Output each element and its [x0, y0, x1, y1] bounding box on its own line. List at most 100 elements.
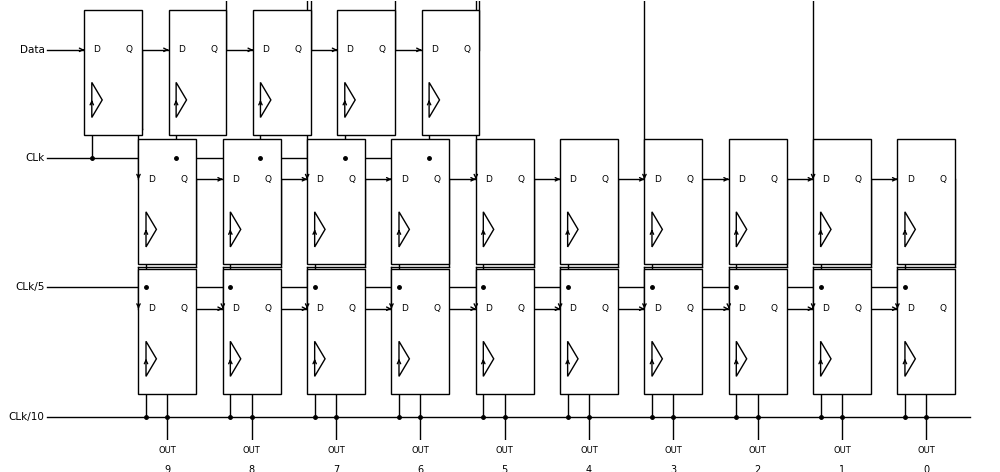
Text: D: D — [907, 175, 914, 184]
Text: D: D — [401, 175, 408, 184]
Text: Q: Q — [349, 175, 356, 184]
Text: Q: Q — [517, 304, 524, 313]
Text: Q: Q — [855, 175, 862, 184]
Text: D: D — [654, 304, 661, 313]
Text: Data: Data — [20, 45, 45, 55]
Text: D: D — [94, 45, 100, 54]
Text: D: D — [485, 304, 492, 313]
Polygon shape — [260, 83, 271, 118]
Bar — [560, 139, 618, 264]
Bar — [729, 269, 787, 394]
Text: Q: Q — [433, 304, 440, 313]
Polygon shape — [568, 212, 578, 247]
Polygon shape — [399, 341, 409, 376]
Text: OUT: OUT — [327, 446, 345, 455]
Polygon shape — [568, 341, 578, 376]
Text: D: D — [431, 45, 438, 54]
Text: D: D — [262, 45, 269, 54]
Text: Q: Q — [855, 304, 862, 313]
Polygon shape — [736, 341, 747, 376]
Bar — [307, 269, 365, 394]
Text: Q: Q — [686, 304, 693, 313]
Text: Q: Q — [433, 175, 440, 184]
Polygon shape — [429, 83, 440, 118]
Bar — [391, 139, 449, 264]
Text: 0: 0 — [923, 465, 929, 472]
Text: OUT: OUT — [159, 446, 176, 455]
Text: Q: Q — [180, 304, 187, 313]
Polygon shape — [821, 212, 831, 247]
Text: OUT: OUT — [833, 446, 851, 455]
Text: Q: Q — [939, 175, 946, 184]
Text: Q: Q — [463, 45, 470, 54]
Text: OUT: OUT — [580, 446, 598, 455]
Bar — [138, 139, 196, 264]
Text: D: D — [316, 175, 323, 184]
Bar — [813, 269, 871, 394]
Polygon shape — [483, 341, 494, 376]
Text: Q: Q — [126, 45, 133, 54]
Text: Q: Q — [379, 45, 386, 54]
Text: D: D — [569, 304, 576, 313]
Text: Q: Q — [295, 45, 302, 54]
Bar — [84, 10, 142, 135]
Text: Q: Q — [264, 304, 271, 313]
Text: Q: Q — [770, 304, 777, 313]
Polygon shape — [483, 212, 494, 247]
Text: D: D — [347, 45, 353, 54]
Text: Q: Q — [770, 175, 777, 184]
Polygon shape — [821, 341, 831, 376]
Polygon shape — [905, 212, 915, 247]
Text: 2: 2 — [755, 465, 761, 472]
Text: Q: Q — [602, 304, 609, 313]
Text: Q: Q — [210, 45, 217, 54]
Text: Q: Q — [264, 175, 271, 184]
Polygon shape — [230, 341, 241, 376]
Polygon shape — [345, 83, 355, 118]
Polygon shape — [176, 83, 187, 118]
Text: CLk: CLk — [25, 153, 45, 163]
Polygon shape — [146, 341, 156, 376]
Text: 9: 9 — [164, 465, 170, 472]
Text: D: D — [148, 304, 155, 313]
Text: D: D — [232, 175, 239, 184]
Bar — [223, 269, 281, 394]
Text: 5: 5 — [502, 465, 508, 472]
Bar — [560, 269, 618, 394]
Bar — [422, 10, 479, 135]
Text: Q: Q — [180, 175, 187, 184]
Polygon shape — [652, 212, 662, 247]
Text: Q: Q — [602, 175, 609, 184]
Text: Q: Q — [939, 304, 946, 313]
Text: D: D — [178, 45, 185, 54]
Text: 3: 3 — [670, 465, 676, 472]
Bar — [169, 10, 226, 135]
Bar — [897, 139, 955, 264]
Polygon shape — [315, 341, 325, 376]
Text: CLk/10: CLk/10 — [9, 412, 45, 422]
Bar — [307, 139, 365, 264]
Text: OUT: OUT — [412, 446, 429, 455]
Text: D: D — [907, 304, 914, 313]
Text: D: D — [738, 175, 745, 184]
Text: OUT: OUT — [243, 446, 261, 455]
Text: 6: 6 — [417, 465, 423, 472]
Text: D: D — [569, 175, 576, 184]
Polygon shape — [905, 341, 915, 376]
Bar — [897, 269, 955, 394]
Text: Q: Q — [349, 304, 356, 313]
Text: D: D — [148, 175, 155, 184]
Bar — [253, 10, 311, 135]
Text: D: D — [822, 175, 829, 184]
Polygon shape — [652, 341, 662, 376]
Text: D: D — [401, 304, 408, 313]
Text: D: D — [822, 304, 829, 313]
Text: 7: 7 — [333, 465, 339, 472]
Polygon shape — [92, 83, 102, 118]
Bar — [391, 269, 449, 394]
Text: OUT: OUT — [664, 446, 682, 455]
Bar — [138, 269, 196, 394]
Bar — [644, 269, 702, 394]
Polygon shape — [230, 212, 241, 247]
Bar — [729, 139, 787, 264]
